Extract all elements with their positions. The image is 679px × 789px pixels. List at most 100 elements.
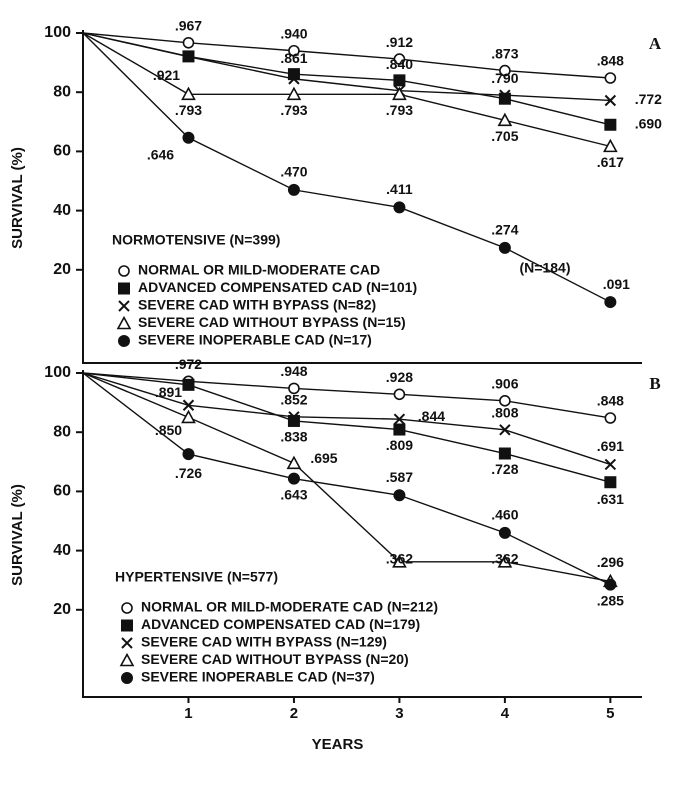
marker [393,413,406,425]
x-tick-label: 5 [606,705,614,722]
y-tick-label: 60 [53,143,71,160]
marker [121,672,133,684]
annotation: (N=184) [520,260,571,276]
marker [287,183,300,196]
value-label: .728 [491,461,518,477]
marker [604,458,617,471]
y-axis-label: SURVIVAL (%) [9,484,26,586]
value-label: .274 [491,222,518,238]
series-line [82,372,611,483]
y-axis-label: SURVIVAL (%) [9,147,26,249]
value-label: .808 [491,405,518,421]
y-tick-label: 100 [44,24,71,41]
marker [118,335,130,347]
legend-label: ADVANCED COMPENSATED CAD (N=101) [138,279,417,295]
value-label: .793 [280,102,307,118]
marker [181,409,196,424]
marker [392,86,407,101]
marker [604,476,617,489]
value-label: .296 [597,554,624,570]
marker [604,94,617,107]
value-label: .967 [175,17,202,33]
value-label: .362 [491,551,518,567]
marker [498,526,511,539]
y-tick-label: 20 [53,261,71,278]
legend-title: NORMOTENSIVE (N=399) [112,232,280,248]
marker [182,378,195,391]
value-label: .850 [155,422,182,438]
x-tick-label: 4 [501,705,510,722]
value-label: .906 [491,376,518,392]
value-label: .873 [491,45,518,61]
value-label: .705 [491,128,518,144]
value-label: .912 [386,34,413,50]
legend-label: SEVERE INOPERABLE CAD (N=17) [138,332,372,348]
marker [118,265,130,277]
marker [498,447,511,460]
marker [287,472,300,485]
panel-label: A [649,34,662,53]
marker [116,315,132,330]
value-label: .940 [280,25,307,41]
x-tick-label: 2 [290,705,298,722]
panel-label: B [649,374,660,393]
marker [286,86,302,101]
value-label: .840 [386,56,413,72]
value-label: .617 [597,154,624,170]
legend-label: SEVERE CAD WITHOUT BYPASS (N=20) [141,651,409,667]
value-label: .790 [491,70,518,86]
legend-label: SEVERE CAD WITH BYPASS (N=129) [141,634,387,650]
value-label: .793 [175,102,202,118]
value-label: .948 [280,363,307,379]
value-label: .772 [635,91,662,107]
marker [118,282,130,295]
marker [393,423,406,436]
marker [497,112,513,127]
series-line [82,372,611,466]
value-label: .848 [597,393,624,409]
value-label: .809 [386,437,413,453]
marker [121,602,133,614]
value-label: .691 [597,438,624,454]
marker [121,619,133,632]
marker [393,74,406,87]
marker [121,637,133,649]
value-label: .587 [386,469,413,485]
y-tick-label: 80 [53,83,71,100]
marker [497,554,513,568]
marker [604,296,617,309]
value-label: .091 [603,276,630,292]
x-tick-label: 3 [395,705,403,722]
marker [182,131,195,144]
legend-label: NORMAL OR MILD-MODERATE CAD [138,262,380,278]
marker [499,424,511,436]
marker [603,138,618,153]
value-label: .852 [280,392,307,408]
marker [182,50,195,63]
value-label: .928 [386,369,413,385]
value-label: .285 [597,592,624,608]
series-line [82,32,611,148]
legend-title: HYPERTENSIVE (N=577) [115,569,278,585]
series-line [82,32,611,102]
value-label: .861 [280,50,307,66]
marker [182,399,195,411]
legend-label: SEVERE CAD WITH BYPASS (N=82) [138,297,376,313]
marker [182,36,195,49]
value-label: .470 [280,164,307,180]
y-tick-label: 100 [44,364,71,381]
axis-frame [82,370,642,698]
series-line [82,372,611,583]
marker [118,300,130,312]
x-tick-label: 1 [184,705,192,722]
y-tick-label: 40 [53,202,71,219]
marker [392,554,407,568]
marker [288,73,300,85]
marker [393,388,406,401]
series-line [82,32,611,303]
legend-label: SEVERE CAD WITHOUT BYPASS (N=15) [138,314,406,330]
value-label: .362 [386,551,413,567]
marker [604,412,617,424]
y-tick-label: 80 [53,423,71,440]
